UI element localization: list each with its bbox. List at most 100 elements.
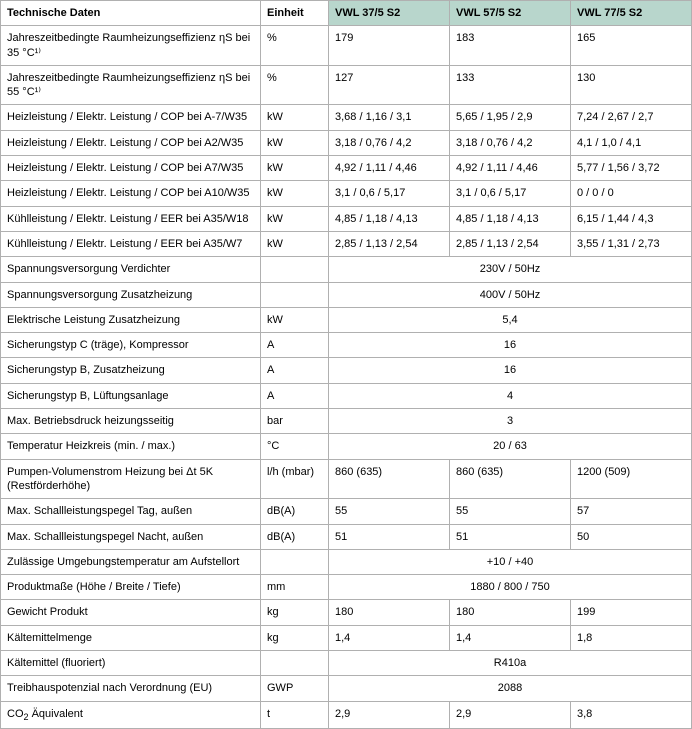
table-row: Heizleistung / Elektr. Leistung / COP be… — [1, 130, 692, 155]
row-value-2: 180 — [450, 600, 571, 625]
row-value-2: 1,4 — [450, 625, 571, 650]
row-label: Max. Schallleistungspegel Tag, außen — [1, 499, 261, 524]
table-row: Temperatur Heizkreis (min. / max.)°C20 /… — [1, 434, 692, 459]
table-row: Kältemittel (fluoriert)R410a — [1, 651, 692, 676]
table-row: Jahreszeitbedingte Raumheizungseffizienz… — [1, 65, 692, 105]
row-label: Kühlleistung / Elektr. Leistung / EER be… — [1, 206, 261, 231]
table-row: Jahreszeitbedingte Raumheizungseffizienz… — [1, 26, 692, 66]
row-value-3: 1200 (509) — [571, 459, 692, 499]
table-row: Max. Schallleistungspegel Nacht, außendB… — [1, 524, 692, 549]
row-unit: kg — [261, 600, 329, 625]
row-value-merged: 400V / 50Hz — [329, 282, 692, 307]
row-unit: A — [261, 333, 329, 358]
row-unit: kW — [261, 156, 329, 181]
row-unit: kW — [261, 105, 329, 130]
row-label: Max. Schallleistungspegel Nacht, außen — [1, 524, 261, 549]
row-label: Kältemittel (fluoriert) — [1, 651, 261, 676]
row-value-3: 1,8 — [571, 625, 692, 650]
table-row: Max. Schallleistungspegel Tag, außendB(A… — [1, 499, 692, 524]
row-value-1: 860 (635) — [329, 459, 450, 499]
row-value-merged: 3 — [329, 409, 692, 434]
row-value-merged: 16 — [329, 358, 692, 383]
row-unit: °C — [261, 434, 329, 459]
row-label: Spannungsversorgung Zusatzheizung — [1, 282, 261, 307]
header-model-1: VWL 37/5 S2 — [329, 1, 450, 26]
row-label: Heizleistung / Elektr. Leistung / COP be… — [1, 156, 261, 181]
row-value-1: 180 — [329, 600, 450, 625]
header-model-2: VWL 57/5 S2 — [450, 1, 571, 26]
row-unit: t — [261, 701, 329, 729]
row-value-3: 57 — [571, 499, 692, 524]
row-unit: % — [261, 26, 329, 66]
row-unit: kW — [261, 181, 329, 206]
table-row: Kältemittelmengekg1,41,41,8 — [1, 625, 692, 650]
header-label: Technische Daten — [1, 1, 261, 26]
row-value-1: 3,18 / 0,76 / 4,2 — [329, 130, 450, 155]
table-row: Kühlleistung / Elektr. Leistung / EER be… — [1, 206, 692, 231]
row-label: Pumpen-Volumenstrom Heizung bei Δt 5K (R… — [1, 459, 261, 499]
row-label: Max. Betriebsdruck heizungsseitig — [1, 409, 261, 434]
table-row: Spannungsversorgung Verdichter 230V / 50H… — [1, 257, 692, 282]
header-model-3: VWL 77/5 S2 — [571, 1, 692, 26]
row-value-3: 130 — [571, 65, 692, 105]
technical-data-table: Technische Daten Einheit VWL 37/5 S2 VWL… — [0, 0, 692, 729]
row-value-2: 860 (635) — [450, 459, 571, 499]
row-label: Kühlleistung / Elektr. Leistung / EER be… — [1, 231, 261, 256]
row-unit: dB(A) — [261, 499, 329, 524]
row-value-1: 1,4 — [329, 625, 450, 650]
row-value-3: 4,1 / 1,0 / 4,1 — [571, 130, 692, 155]
header-unit: Einheit — [261, 1, 329, 26]
table-row: Max. Betriebsdruck heizungsseitigbar3 — [1, 409, 692, 434]
row-unit: kW — [261, 130, 329, 155]
table-row: Heizleistung / Elektr. Leistung / COP be… — [1, 181, 692, 206]
row-label: Temperatur Heizkreis (min. / max.) — [1, 434, 261, 459]
table-row: Sicherungstyp C (träge), KompressorA16 — [1, 333, 692, 358]
row-unit — [261, 549, 329, 574]
row-unit: kW — [261, 231, 329, 256]
row-label: Jahreszeitbedingte Raumheizungseffizienz… — [1, 26, 261, 66]
row-value-1: 3,68 / 1,16 / 3,1 — [329, 105, 450, 130]
row-value-merged: 1880 / 800 / 750 — [329, 575, 692, 600]
row-value-2: 2,85 / 1,13 / 2,54 — [450, 231, 571, 256]
row-unit: mm — [261, 575, 329, 600]
row-value-2: 2,9 — [450, 701, 571, 729]
row-label: Jahreszeitbedingte Raumheizungseffizienz… — [1, 65, 261, 105]
row-unit — [261, 282, 329, 307]
row-unit — [261, 257, 329, 282]
row-value-merged: 5,4 — [329, 307, 692, 332]
row-label: Gewicht Produkt — [1, 600, 261, 625]
row-value-2: 55 — [450, 499, 571, 524]
table-row: CO2 Äquivalentt2,92,93,8 — [1, 701, 692, 729]
row-value-merged: 230V / 50Hz — [329, 257, 692, 282]
row-unit: kg — [261, 625, 329, 650]
row-unit: kW — [261, 307, 329, 332]
row-label: Sicherungstyp B, Lüftungsanlage — [1, 383, 261, 408]
row-label: Kältemittelmenge — [1, 625, 261, 650]
row-unit: dB(A) — [261, 524, 329, 549]
table-row: Heizleistung / Elektr. Leistung / COP be… — [1, 156, 692, 181]
row-unit: GWP — [261, 676, 329, 701]
row-value-1: 4,85 / 1,18 / 4,13 — [329, 206, 450, 231]
row-unit: bar — [261, 409, 329, 434]
table-row: Sicherungstyp B, LüftungsanlageA4 — [1, 383, 692, 408]
row-value-3: 199 — [571, 600, 692, 625]
row-value-merged: 16 — [329, 333, 692, 358]
row-label: Sicherungstyp B, Zusatzheizung — [1, 358, 261, 383]
row-value-3: 5,77 / 1,56 / 3,72 — [571, 156, 692, 181]
row-label: Zulässige Umgebungstemperatur am Aufstel… — [1, 549, 261, 574]
row-unit: A — [261, 383, 329, 408]
row-label: Sicherungstyp C (träge), Kompressor — [1, 333, 261, 358]
row-label: Spannungsversorgung Verdichter — [1, 257, 261, 282]
row-value-3: 7,24 / 2,67 / 2,7 — [571, 105, 692, 130]
row-value-merged: 20 / 63 — [329, 434, 692, 459]
row-value-2: 3,1 / 0,6 / 5,17 — [450, 181, 571, 206]
table-body: Jahreszeitbedingte Raumheizungseffizienz… — [1, 26, 692, 729]
row-value-1: 127 — [329, 65, 450, 105]
table-row: Pumpen-Volumenstrom Heizung bei Δt 5K (R… — [1, 459, 692, 499]
table-header: Technische Daten Einheit VWL 37/5 S2 VWL… — [1, 1, 692, 26]
row-value-1: 4,92 / 1,11 / 4,46 — [329, 156, 450, 181]
row-value-1: 55 — [329, 499, 450, 524]
row-label: Heizleistung / Elektr. Leistung / COP be… — [1, 105, 261, 130]
row-value-2: 3,18 / 0,76 / 4,2 — [450, 130, 571, 155]
table-row: Zulässige Umgebungstemperatur am Aufstel… — [1, 549, 692, 574]
